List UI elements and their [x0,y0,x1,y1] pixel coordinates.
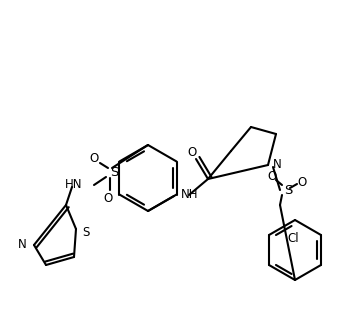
Text: S: S [110,167,118,180]
Text: N: N [18,239,27,251]
Text: S: S [284,184,292,197]
Text: HN: HN [65,179,82,191]
Text: NH: NH [181,188,199,201]
Text: O: O [267,170,277,184]
Text: O: O [298,175,307,188]
Text: N: N [273,158,282,171]
Text: O: O [103,191,113,204]
Text: S: S [82,227,89,240]
Text: O: O [89,153,99,166]
Text: O: O [187,145,197,158]
Text: Cl: Cl [287,232,299,245]
